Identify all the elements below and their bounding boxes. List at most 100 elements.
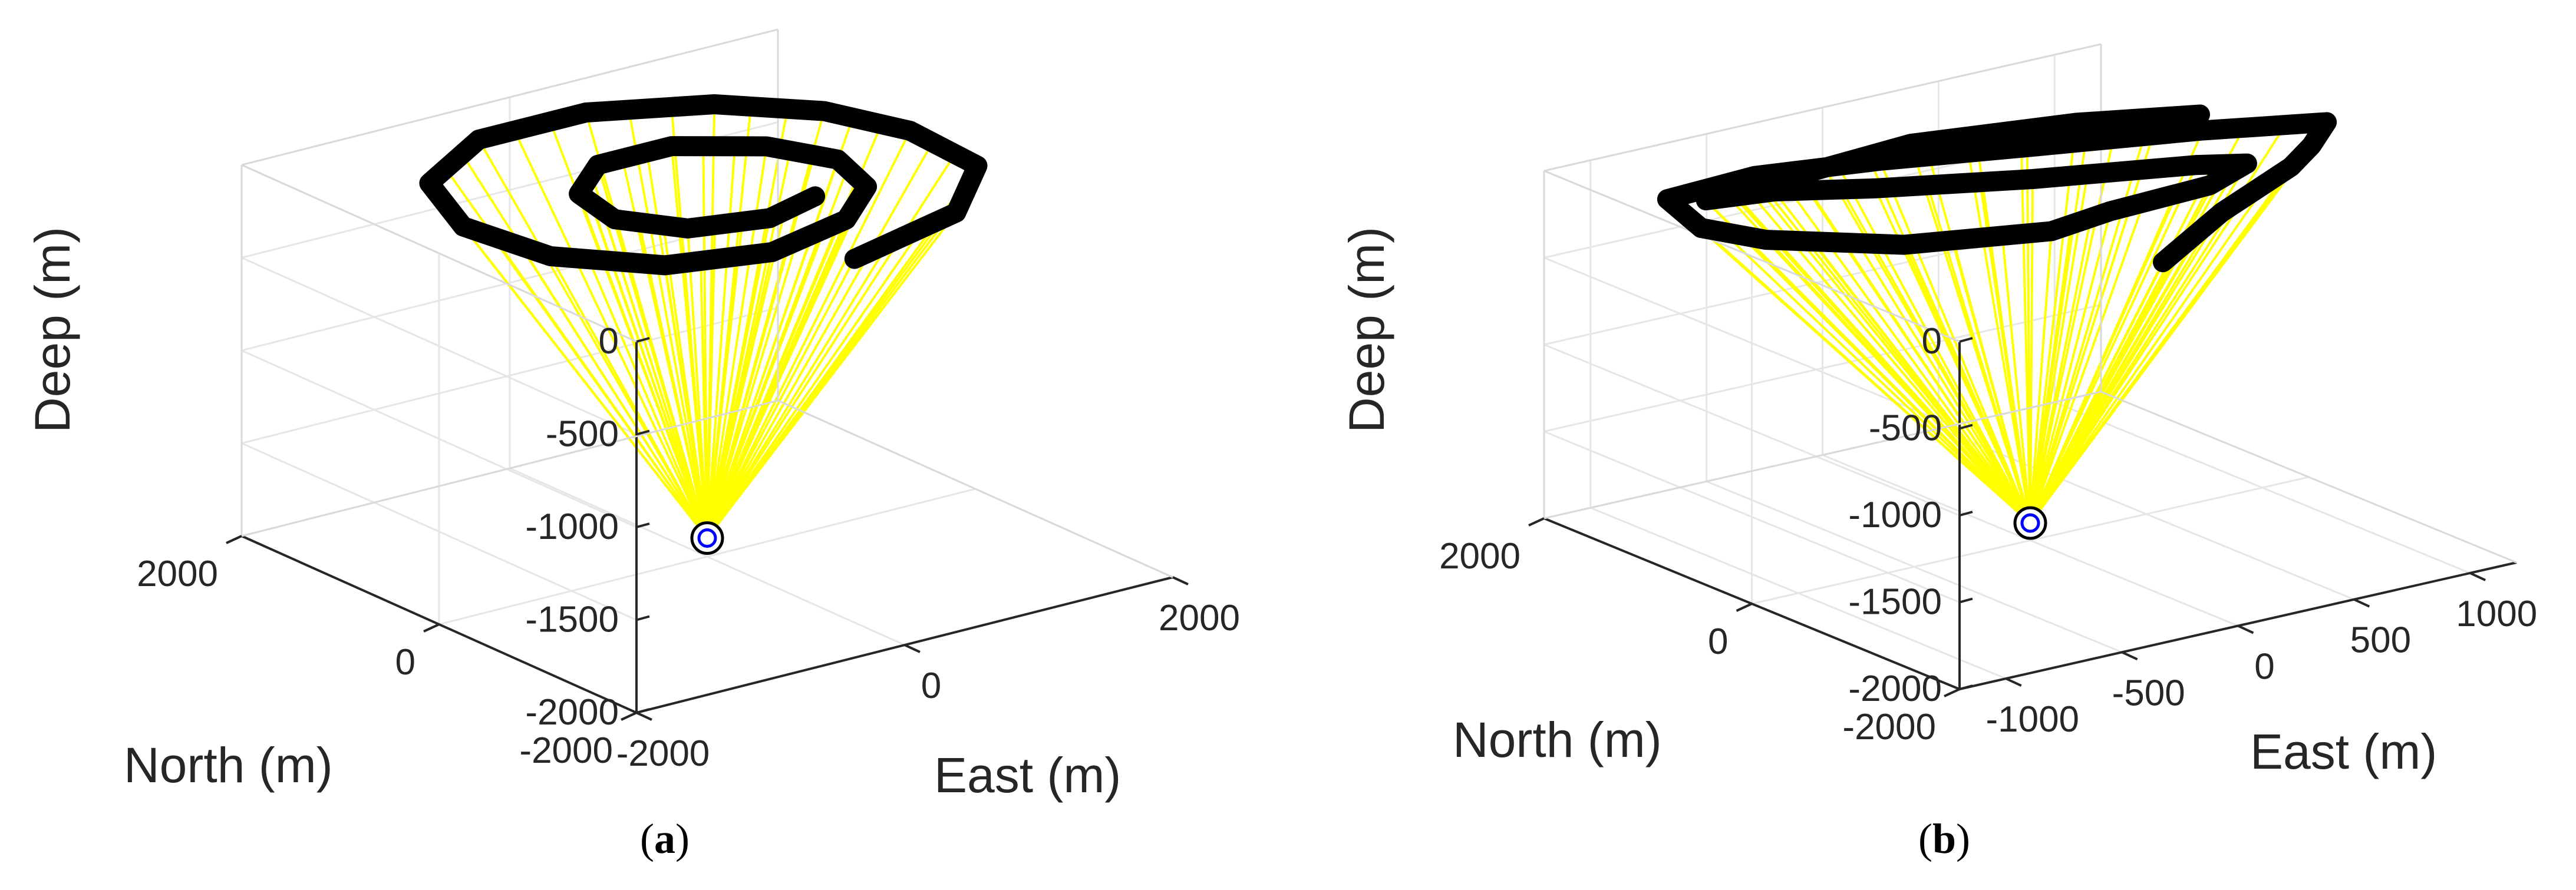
ray-line [1823,167,2031,524]
axes-edge [241,399,779,537]
ray-line [1837,165,2031,524]
ray-line [1700,227,2031,524]
receiver-outer-circle [2013,506,2047,540]
xtick-mark [2353,598,2370,608]
ztick-mark [636,429,650,436]
ztick-mark [1959,511,1973,517]
gridline-side-z [241,257,637,435]
ztick-mark [1959,597,1973,604]
ray-line [627,109,708,538]
ray-line [1952,240,2031,524]
ztick-label: -1500 [525,600,619,640]
ray-line [2029,135,2146,524]
ztick-mark [1959,424,1973,430]
zlabel-a: Deep (m) [25,227,80,433]
ray-line [662,225,708,538]
ray-line [670,145,708,538]
ztick-mark [636,708,650,714]
ray-line [706,186,868,539]
ray-line [706,221,744,538]
ray-line [1964,136,2031,524]
gridline-side-z [1543,431,1960,603]
xtick-label: 0 [921,666,941,706]
xtick-mark [2237,624,2254,634]
axes-edge [2100,391,2517,564]
ray-line [462,226,708,539]
ray-line [687,228,708,538]
axes-edge [1543,391,2102,520]
xtick-label: 0 [2254,647,2274,687]
trajectory-line [419,94,988,276]
chart-panel-a: -2000 0 2000 -2000 0 2000 -2000 -1500 -1000 -500 0… [25,28,1240,862]
ytick-mark [1736,603,1753,612]
axes-edge [1543,43,2102,172]
receiver-inner-circle [697,528,717,548]
trajectory-b [1657,104,2337,273]
ray-line [2029,202,2145,524]
axes-edge [777,399,1173,578]
rays-a [428,104,979,539]
ray-line [2029,210,2112,524]
ray-line [1909,143,2031,524]
ytick-label: 2000 [1439,536,1520,577]
ray-line [706,243,890,539]
ytick-label: 0 [395,642,415,683]
ray-line [2029,121,2328,524]
caption-letter-a: a [654,815,675,862]
axes-edge [1543,170,1960,343]
chart-panel-b: -1000 -500 0 500 1000 -2000 0 2000 -2000 -1500 -10… [1339,43,2537,862]
caption-letter-b: b [1932,815,1956,862]
ray-line [706,227,923,539]
ray-line [513,130,708,539]
xlabel-b: East (m) [2250,724,2437,779]
caption-b: (b) [1918,815,1970,862]
ray-line [706,210,786,538]
ray-line [706,177,859,539]
axes-edge [241,28,779,166]
ray-line [638,222,708,538]
ztick-label: -500 [1869,408,1942,449]
receiver-inner-circle [2020,513,2040,533]
ray-line [588,259,708,539]
ztick-label: 0 [599,321,619,362]
receiver-a [690,521,724,555]
ztick-label: -500 [546,414,619,455]
ztick-mark [636,522,650,528]
rays-b [1666,117,2328,524]
gridline-side-z [241,349,637,528]
xtick-label: 500 [2350,620,2411,661]
axes-edge [241,164,637,343]
ray-line [706,141,934,539]
xtick-mark [2121,651,2138,661]
ray-line [1857,242,2031,524]
gridline-side-z [1543,257,1960,429]
ylabel-b: North (m) [1453,712,1662,767]
gridline-side-z [1543,343,1960,517]
tick-labels-a: -2000 0 2000 -2000 0 2000 -2000 -1500 -1000 -500 0 [137,321,1240,774]
ztick-label: -1000 [525,507,619,547]
xtick-label: -2000 [616,733,710,774]
axes-box-a [226,28,1189,721]
ray-line [2029,123,2077,524]
ztick-mark [1959,684,1973,690]
zlabel-b: Deep (m) [1339,227,1394,433]
xtick-mark [2005,677,2022,687]
gridline-floor-y [438,488,976,626]
xtick-label: -500 [2112,673,2185,713]
gridline-back-z [1543,304,2102,432]
ztick-label: -1500 [1848,582,1942,623]
receiver-b [2013,506,2047,540]
ray-line [1705,199,2031,524]
xlabel-a: East (m) [934,747,1121,803]
ray-line [706,224,717,538]
ray-line [549,256,708,539]
gridline-side-z [241,442,637,621]
ray-line [2029,181,2269,524]
xtick-mark [636,712,652,721]
ray-line [2029,120,2119,524]
xtick-mark [904,644,921,653]
axes-box-b [1528,43,2517,697]
ray-line [2029,231,2053,524]
gridline-floor-y [1752,476,2309,605]
